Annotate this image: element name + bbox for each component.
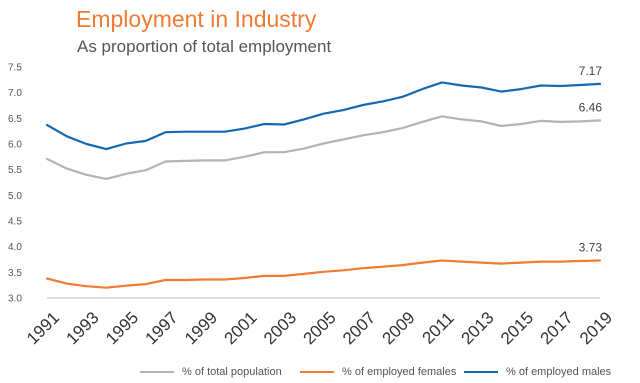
end-value-label: 6.46: [579, 100, 603, 114]
x-tick-label: 2019: [576, 308, 616, 348]
y-tick-label: 7.5: [8, 63, 22, 74]
x-tick-label: 2005: [300, 308, 340, 348]
x-tick-label: 1995: [102, 308, 142, 348]
y-tick-label: 4.0: [8, 242, 22, 253]
y-tick-label: 3.5: [8, 268, 22, 279]
y-tick-label: 5.5: [8, 165, 22, 176]
chart-subtitle: As proportion of total employment: [77, 37, 332, 56]
x-tick-label: 2017: [537, 308, 577, 348]
x-axis-ticks: 1991 1993 1995 1997 1999 2001 2003 2005 2007 2009…: [23, 308, 616, 348]
y-tick-label: 5.0: [8, 191, 22, 202]
legend: % of total population % of employed fema…: [0, 366, 640, 382]
x-tick-label: 2013: [458, 308, 498, 348]
end-value-label: 7.17: [579, 64, 603, 78]
legend-swatch-employed-males: [464, 371, 498, 373]
legend-label-employed-males: % of employed males: [506, 366, 612, 378]
y-tick-label: 7.0: [8, 88, 22, 99]
legend-item-employed-females: % of employed females: [300, 366, 456, 378]
x-tick-label: 2015: [497, 308, 537, 348]
x-tick-label: 2007: [339, 308, 379, 348]
series-line-0: [45, 115, 602, 180]
end-value-label: 3.73: [579, 241, 603, 255]
end-labels: 6.46 3.73 7.17: [579, 64, 603, 255]
legend-label-employed-females: % of employed females: [342, 366, 457, 378]
legend-item-employed-males: % of employed males: [464, 366, 611, 378]
series-line-1: [45, 259, 602, 289]
y-axis-ticks: 3.0 3.5 4.0 4.5 5.0 5.5 6.0 6.5 7.0 7.5: [8, 63, 22, 305]
x-tick-label: 1991: [23, 308, 63, 348]
x-tick-label: 1999: [181, 308, 221, 348]
legend-swatch-total-population: [140, 371, 174, 373]
chart-title: Employment in Industry: [76, 6, 317, 32]
legend-label-total-population: % of total population: [182, 366, 282, 378]
x-tick-label: 2009: [379, 308, 419, 348]
x-tick-label: 2001: [221, 308, 261, 348]
series-lines: [45, 81, 602, 289]
x-tick-label: 1997: [142, 308, 182, 348]
line-chart: 3.03.54.04.55.05.56.06.57.07.5 1991 1993 1…: [8, 63, 616, 349]
series-line-2: [45, 81, 602, 151]
x-tick-label: 1993: [63, 308, 103, 348]
y-tick-label: 4.5: [8, 217, 22, 228]
y-tick-label: 6.0: [8, 140, 22, 151]
legend-swatch-employed-females: [300, 371, 334, 373]
y-tick-label: 3.0: [8, 294, 22, 305]
y-tick-label: 6.5: [8, 114, 22, 125]
x-tick-label: 2011: [418, 308, 457, 347]
legend-item-total-population: % of total population: [140, 366, 282, 378]
x-tick-label: 2003: [260, 308, 300, 348]
